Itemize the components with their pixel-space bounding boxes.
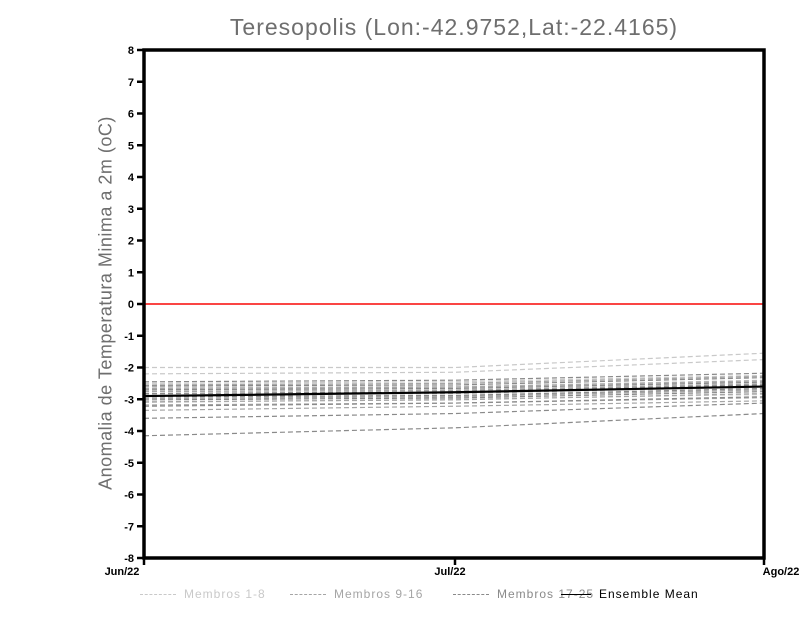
y-tick-label: 6 [128,109,134,121]
y-tick-label: 4 [128,172,135,184]
y-tick-label: -1 [124,331,134,343]
member-line [143,372,765,383]
y-tick-label: 5 [128,140,134,152]
legend: Membros 1-8 Membros 9-16 Membros 17-25 E… [0,587,800,603]
y-tick-label: -5 [124,458,134,470]
y-tick-label: 1 [128,267,134,279]
solid-line-sample-icon [561,593,591,595]
legend-entry-membros-17-25: Membros 17-25 [453,587,594,601]
chart-title: Teresopolis (Lon:-42.9752,Lat:-22.4165) [229,14,679,40]
x-tick-label: Jul/22 [434,566,465,578]
member-line [143,412,765,437]
y-tick-label: -4 [124,426,135,438]
member-line [143,375,765,386]
y-tick-label: -7 [124,521,134,533]
member-line [143,402,765,419]
legend-label: Ensemble Mean [599,587,699,601]
member-line [143,400,765,411]
member-line [144,352,765,369]
legend-entry-ensemble-mean: Ensemble Mean [561,587,699,601]
y-tick-label: -6 [124,490,134,502]
y-tick-label: 0 [128,299,134,311]
dashed-line-sample-icon [453,593,489,595]
legend-label: Membros 9-16 [334,587,424,601]
y-tick-label: -3 [124,394,134,406]
dashed-line-sample-icon [290,593,326,595]
legend-entry-membros-1-8: Membros 1-8 [140,587,266,601]
member-line [143,358,765,375]
x-tick-label: Ago/22 [763,566,800,578]
y-tick-label: 7 [128,77,134,89]
member-line [143,397,765,406]
ensemble-mean-line [143,385,765,398]
dashed-line-sample-icon [140,593,176,595]
member-line [143,374,765,384]
legend-label: Membros 17-25 [497,587,595,601]
legend-label: Membros 1-8 [184,587,266,601]
y-tick-label: -2 [124,363,134,375]
legend-entry-membros-9-16: Membros 9-16 [290,587,423,601]
x-tick-label: Jun/22 [105,566,140,578]
y-tick-label: 2 [128,236,134,248]
y-tick-label: 8 [128,45,134,57]
y-tick-label: 3 [128,204,134,216]
y-tick-label: -8 [124,553,134,565]
